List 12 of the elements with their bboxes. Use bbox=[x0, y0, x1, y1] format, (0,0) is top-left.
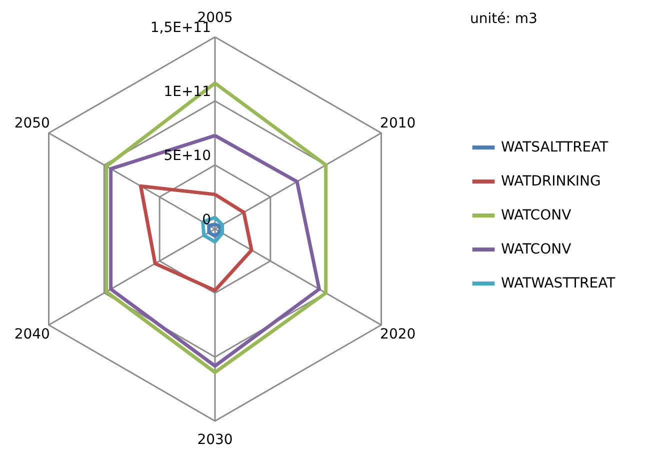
legend-label: WATCONV bbox=[501, 208, 572, 224]
text: unité: m3 bbox=[470, 11, 538, 27]
spoke-label: 2010 bbox=[380, 115, 416, 132]
spoke-label: 2020 bbox=[380, 326, 416, 343]
legend-label: WATCONV bbox=[501, 242, 572, 258]
spoke-label: 2030 bbox=[197, 432, 233, 448]
y-tick-label: 5E+10 bbox=[164, 148, 211, 164]
spoke-label: 2050 bbox=[14, 115, 50, 132]
spoke-label: 2040 bbox=[14, 326, 50, 343]
legend-label: WATDRINKING bbox=[501, 174, 601, 190]
legend-label: WATSALTTREAT bbox=[501, 140, 609, 156]
legend-label: WATWASTTREAT bbox=[501, 276, 616, 292]
